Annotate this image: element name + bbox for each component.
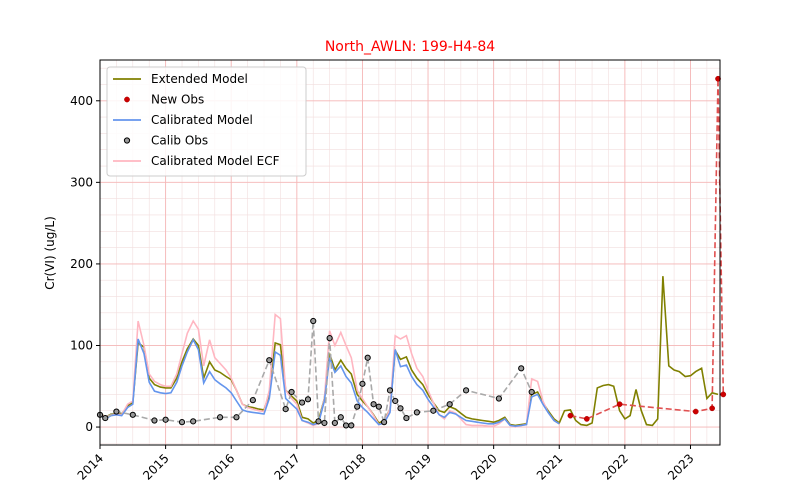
calib-obs-point — [528, 388, 535, 396]
y-tick-label: 100 — [70, 338, 93, 352]
calib-obs-point — [413, 409, 420, 416]
new-obs-point — [720, 391, 727, 398]
calib-obs-point — [266, 357, 273, 364]
plot-area — [96, 75, 727, 429]
calib-obs-point — [518, 365, 525, 372]
calib-obs-point — [337, 414, 344, 421]
calib-obs-point — [190, 418, 197, 425]
y-tick-label: 0 — [85, 420, 93, 434]
calib-obs-point — [495, 395, 502, 402]
y-tick-label: 400 — [70, 94, 93, 108]
calib-obs-point — [282, 406, 289, 413]
calib-obs-point — [342, 422, 350, 429]
legend-label: Calibrated Model — [151, 113, 253, 127]
x-tick-label: 2018 — [337, 451, 368, 482]
calib-obs-point — [326, 335, 333, 342]
calib-obs-point — [102, 414, 109, 422]
x-tick-label: 2019 — [403, 451, 434, 482]
calib-obs-point — [359, 380, 366, 387]
calib-obs-point — [380, 419, 388, 426]
series-calibrated-model — [99, 338, 560, 428]
series-calibrated-model-ecf — [99, 312, 560, 428]
y-tick-label: 200 — [70, 257, 93, 271]
legend-label: Extended Model — [151, 72, 248, 86]
calib-obs-point — [233, 414, 240, 421]
new-obs-point — [583, 416, 590, 422]
calib-obs-point — [249, 397, 256, 404]
calib-obs-point — [216, 414, 224, 421]
calib-obs-point — [386, 387, 394, 394]
legend-swatch — [124, 96, 130, 103]
calib-obs-point — [370, 401, 377, 408]
calib-obs-point — [392, 397, 399, 405]
calib-obs-point — [331, 419, 338, 427]
calib-obs-point — [113, 408, 120, 415]
new-obs-point — [715, 75, 721, 82]
axes-frame — [99, 59, 721, 446]
legend-label: Calibrated Model ECF — [151, 154, 280, 168]
x-tick-label: 2017 — [271, 451, 302, 482]
calib-obs-point — [321, 419, 328, 427]
y-tick-label: 300 — [70, 175, 93, 189]
x-tick-label: 2020 — [468, 451, 499, 482]
x-tick-label: 2015 — [140, 451, 171, 482]
calib-obs-point — [364, 354, 371, 361]
calib-obs-point — [397, 405, 404, 412]
legend-box — [106, 66, 307, 177]
new-obs-point — [567, 412, 574, 419]
calib-obs-point — [304, 396, 312, 403]
calib-obs-point — [462, 387, 470, 394]
legend-label: Calib Obs — [151, 134, 208, 148]
legend: Extended Model New Obs Calibrated Model Cal… — [106, 66, 307, 177]
series-new-obs-line — [570, 78, 725, 420]
calib-obs-point — [298, 399, 306, 406]
new-obs-point — [709, 405, 715, 412]
calib-obs-point — [310, 317, 317, 325]
legend-label: New Obs — [151, 93, 204, 107]
x-tick-label: 2021 — [534, 451, 565, 482]
calib-obs-point — [288, 388, 295, 396]
calib-obs-point — [375, 403, 382, 410]
calib-obs-point — [129, 411, 136, 418]
calib-obs-point — [446, 401, 453, 408]
x-tick-label: 2014 — [75, 451, 106, 482]
legend-swatch — [123, 137, 131, 144]
y-axis-label: Cr(VI) (ug/L) — [43, 216, 57, 290]
calib-obs-point — [162, 416, 169, 423]
series-calib-obs-line — [99, 320, 533, 427]
calib-obs-point — [178, 419, 186, 426]
calib-obs-point — [315, 418, 322, 425]
x-tick-label: 2016 — [206, 451, 237, 482]
new-obs-point — [692, 408, 699, 415]
calib-obs-point — [151, 417, 158, 424]
x-tick-label: 2022 — [599, 451, 630, 482]
calib-obs-point — [348, 422, 355, 429]
calib-obs-point — [430, 407, 437, 414]
x-tick-label: 2023 — [665, 451, 696, 482]
calib-obs-point — [403, 414, 410, 422]
calib-obs-point — [354, 403, 361, 410]
chart-title: North_AWLN: 199-H4-84 — [325, 39, 495, 55]
new-obs-point — [616, 401, 623, 408]
